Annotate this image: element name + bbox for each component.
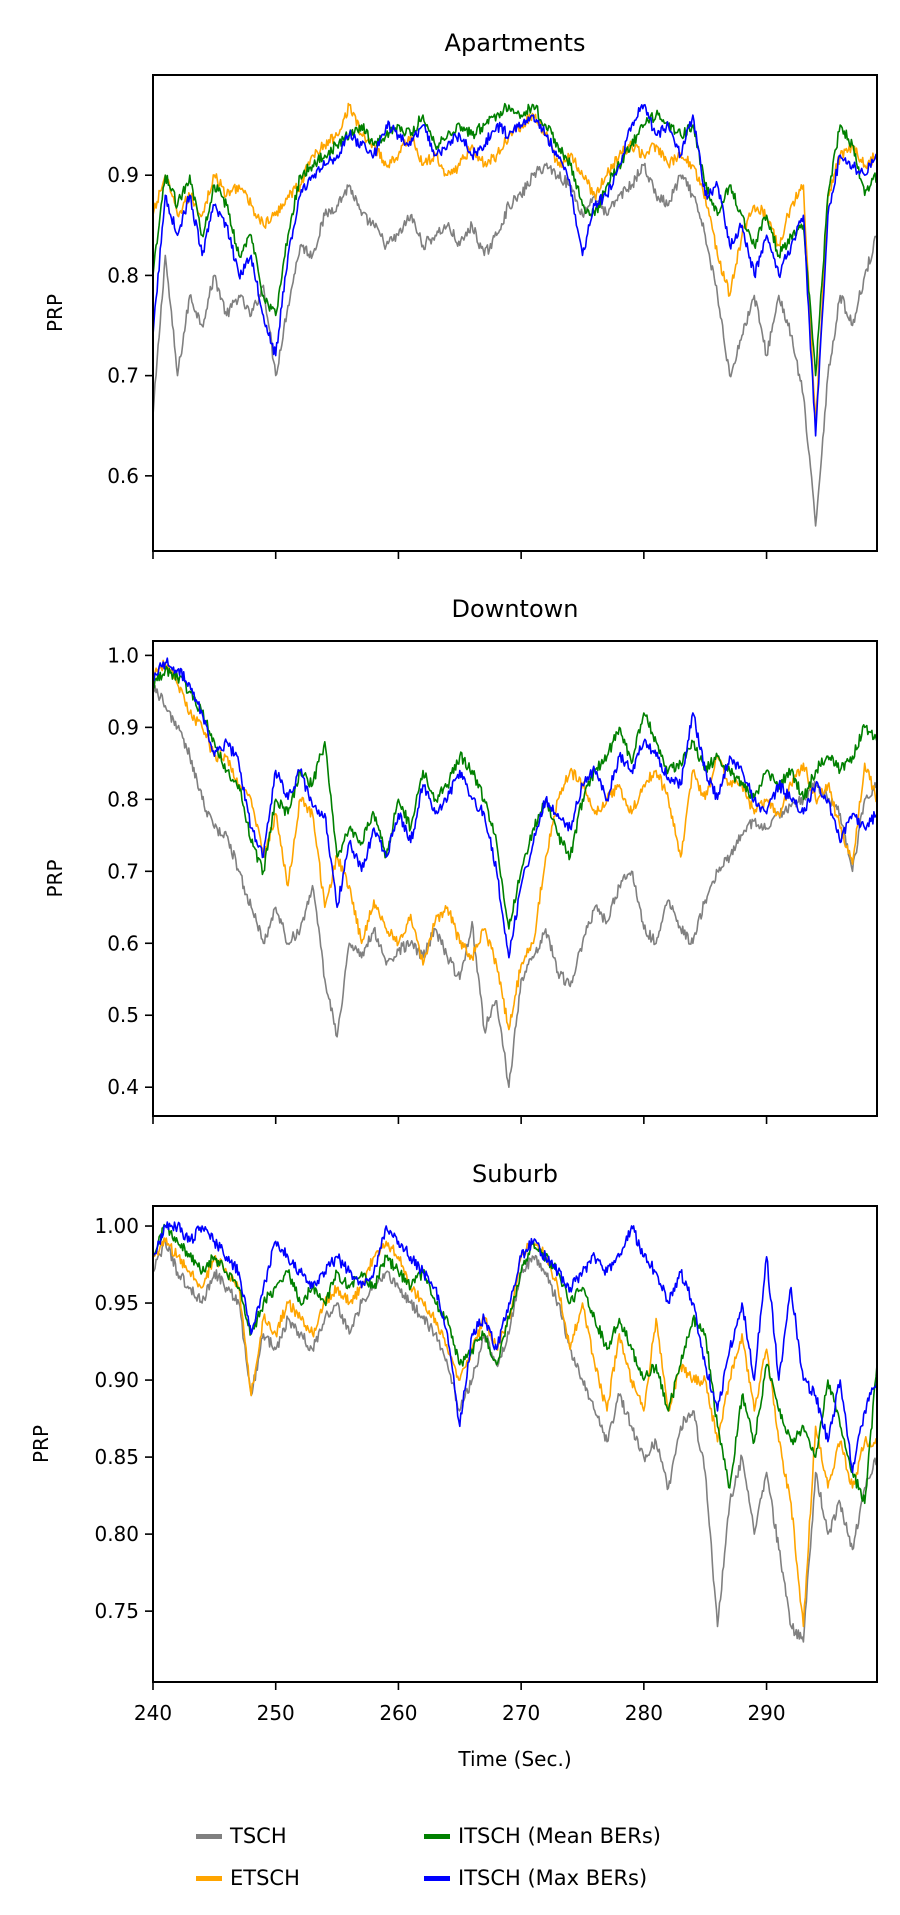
y-tick-label: 0.7 [107,364,139,388]
series-line-etsch [153,659,877,1031]
plot-frame [152,74,878,552]
y-tick-label: 1.00 [94,1214,139,1238]
x-tick-label: 250 [257,1701,295,1725]
legend-item-itsch-mean: ITSCH (Mean BERs) [424,1824,661,1848]
x-tick-label: 290 [747,1701,785,1725]
series-line-tsch [153,1237,877,1643]
y-tick-label: 1.0 [107,643,139,667]
legend-swatch-itsch-mean [424,1833,450,1839]
series-line-etsch [153,102,877,427]
series-line-itsch-max-bers [153,1221,877,1474]
legend-swatch-etsch [196,1875,222,1881]
series-line-itsch-max-bers [153,103,877,437]
legend-label-itsch-mean: ITSCH (Mean BERs) [458,1824,661,1848]
y-tick-label: 0.9 [107,715,139,739]
y-tick-label: 0.9 [107,163,139,187]
panel-title: Suburb [472,1160,558,1188]
panel-title: Downtown [452,595,579,623]
panel-suburb: 0.75 0.80 0.85 0.90 0.95 1.00 240 250 260 270 280 2… [29,1160,878,1771]
y-tick-label: 0.8 [107,263,139,287]
x-tick-label: 270 [502,1701,540,1725]
plot-frame [152,1205,878,1683]
legend-item-etsch: ETSCH [196,1866,300,1890]
y-tick-label: 0.6 [107,931,139,955]
x-axis-label: Time (Sec.) [457,1747,571,1771]
y-tick-label: 0.85 [94,1445,139,1469]
y-tick-label: 0.4 [107,1075,139,1099]
series-line-itsch-mean-bers [153,1223,877,1505]
legend-swatch-itsch-max [424,1875,450,1881]
y-tick-label: 0.90 [94,1368,139,1392]
legend: TSCH ETSCH ITSCH (Mean BERs) ITSCH (Max … [196,1808,756,1908]
y-tick-label: 0.75 [94,1599,139,1623]
panel-downtown: 0.4 0.5 0.6 0.7 0.8 0.9 1.0 Downtown PRP [43,595,878,1124]
y-tick-label: 0.7 [107,859,139,883]
series-line-itsch-mean-bers [153,102,877,377]
legend-label-itsch-max: ITSCH (Max BERs) [458,1866,648,1890]
y-axis-label: PRP [29,1425,53,1463]
x-tick-label: 240 [134,1701,172,1725]
legend-item-itsch-max: ITSCH (Max BERs) [424,1866,647,1890]
series-line-itsch-mean-bers [153,665,877,930]
legend-label-tsch: TSCH [230,1824,287,1848]
series-line-tsch [153,684,877,1088]
legend-swatch-tsch [196,1833,222,1839]
series-line-tsch [153,162,877,527]
plot-frame [152,640,878,1117]
legend-item-tsch: TSCH [196,1824,287,1848]
y-tick-label: 0.95 [94,1291,139,1315]
series-line-itsch-max-bers [153,657,877,959]
panel-apartments: 0.6 0.7 0.8 0.9 Apartments PRP [43,29,878,559]
y-tick-label: 0.6 [107,464,139,488]
panel-title: Apartments [445,29,586,57]
y-axis-label: PRP [43,859,67,897]
x-tick-label: 280 [625,1701,663,1725]
y-tick-label: 0.8 [107,787,139,811]
legend-label-etsch: ETSCH [230,1866,300,1890]
x-tick-label: 260 [379,1701,417,1725]
y-tick-label: 0.80 [94,1522,139,1546]
y-axis-label: PRP [43,294,67,332]
y-tick-label: 0.5 [107,1003,139,1027]
